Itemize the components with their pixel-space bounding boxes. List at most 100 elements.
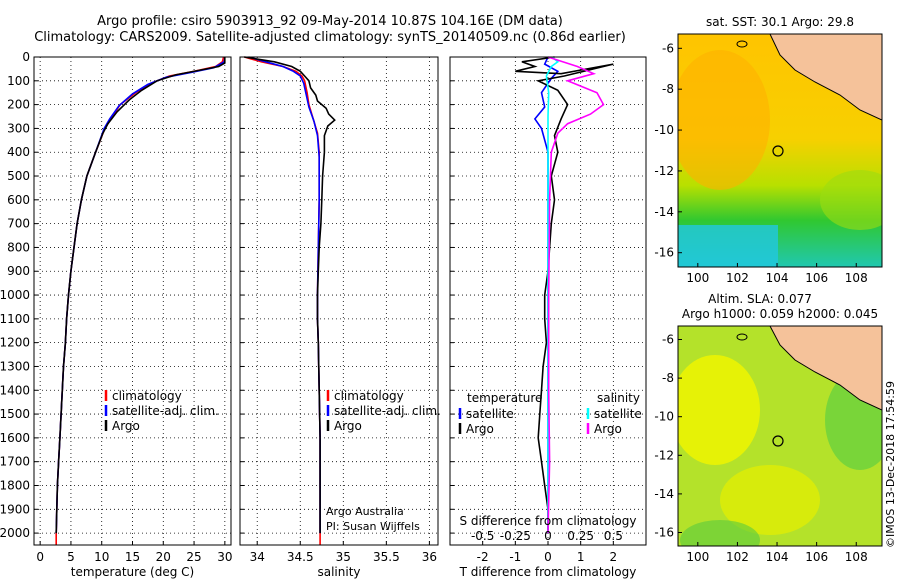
temperature-panel: 0100200300400500600700800900100011001200… xyxy=(0,50,232,579)
y-tick-label: 1700 xyxy=(0,455,30,469)
y-tick-label: 1300 xyxy=(0,359,30,373)
legend-label: satellite xyxy=(594,407,642,421)
y-tick-label: 1100 xyxy=(0,312,30,326)
map-y-tick-label: -10 xyxy=(654,123,674,137)
plot-frame xyxy=(239,56,439,546)
x-tick-label: 0 xyxy=(36,550,44,564)
y-tick-label: 2000 xyxy=(0,526,30,540)
series-line-argo xyxy=(515,56,614,534)
x-tick-label: 5 xyxy=(67,550,75,564)
x-axis-label: salinity xyxy=(317,565,360,579)
map-x-tick-label: 102 xyxy=(726,550,749,564)
figure-title-line2: Climatology: CARS2009. Satellite-adjuste… xyxy=(34,30,626,45)
s-difference-tick-label: -0.25 xyxy=(500,529,531,543)
y-tick-label: 0 xyxy=(22,50,30,64)
legend-label: climatology xyxy=(112,389,182,403)
sst-coast xyxy=(769,34,882,121)
x-tick-label: -2 xyxy=(477,550,489,564)
legend-salinity-title: salinity xyxy=(597,391,640,405)
y-tick-label: 800 xyxy=(7,240,30,254)
legend-label: Argo xyxy=(466,422,494,436)
y-tick-label: 1900 xyxy=(0,502,30,516)
x-tick-label: 36 xyxy=(422,550,437,564)
legend-temperature-title: temperature xyxy=(467,391,542,405)
plot-frame xyxy=(449,56,647,546)
map-x-tick-label: 102 xyxy=(726,271,749,285)
x-tick-label: 10 xyxy=(94,550,109,564)
y-tick-label: 500 xyxy=(7,169,30,183)
sst-island xyxy=(736,40,748,48)
map-y-tick-label: -14 xyxy=(654,487,674,501)
legend-label: satellite xyxy=(466,407,514,421)
map-y-tick-label: -16 xyxy=(654,246,674,260)
sla-map: Altim. SLA: 0.077 Argo h1000: 0.059 h200… xyxy=(654,292,883,564)
map-y-tick-label: -14 xyxy=(654,205,674,219)
x-tick-label: 0 xyxy=(544,550,552,564)
map-y-tick-label: -16 xyxy=(654,525,674,539)
sla-map-frame xyxy=(677,325,883,547)
y-tick-label: 1000 xyxy=(0,288,30,302)
y-tick-label: 1500 xyxy=(0,407,30,421)
y-tick-label: 900 xyxy=(7,264,30,278)
sst-map-ticks: 100 102 104 106 108 -6 -8 -10 -12 -14 -16 xyxy=(654,41,867,285)
x-tick-label: 2 xyxy=(610,550,618,564)
y-tick-label: 1600 xyxy=(0,431,30,445)
credit-line2: PI: Susan Wijffels xyxy=(326,520,420,533)
plot-frame xyxy=(33,56,232,546)
legend-label: Argo xyxy=(112,419,140,433)
sla-low-2 xyxy=(680,520,760,546)
s-difference-tick-label: 0.25 xyxy=(567,529,594,543)
map-x-tick-label: 106 xyxy=(805,550,828,564)
x-tick-label: 35 xyxy=(336,550,351,564)
sst-map: sat. SST: 30.1 Argo: 29.8 100 102 104 106 10… xyxy=(654,15,883,285)
map-y-tick-label: -12 xyxy=(654,164,674,178)
y-tick-label: 200 xyxy=(7,98,30,112)
x-tick-label: 35.5 xyxy=(373,550,400,564)
map-x-tick-label: 100 xyxy=(686,271,709,285)
series-line-satellite-adj-clim- xyxy=(55,56,226,534)
salinity-panel: 34 34.5 35 35.5 36 salinity climatologysatelli… xyxy=(239,56,441,579)
map-y-tick-label: -10 xyxy=(654,410,674,424)
s-difference-tick-label: -0.5 xyxy=(471,529,494,543)
sla-map-title-line2: Argo h1000: 0.059 h2000: 0.045 xyxy=(682,307,878,321)
map-x-tick-label: 100 xyxy=(686,550,709,564)
legend-label: satellite-adj. clim. xyxy=(334,404,441,418)
sst-warm-patch xyxy=(678,50,770,190)
legend-label: climatology xyxy=(334,389,404,403)
y-tick-label: 600 xyxy=(7,193,30,207)
y-tick-label: 300 xyxy=(7,121,30,135)
y-tick-label: 1200 xyxy=(0,336,30,350)
series-line-argo xyxy=(55,57,226,534)
legend-label: Argo xyxy=(334,419,362,433)
side-stamp: ©IMOS 13-Dec-2018 17:54:59 xyxy=(884,381,897,548)
sla-profile-marker xyxy=(772,435,784,447)
sla-map-ticks: 100 102 104 106 108 -6 -8 -10 -12 -14 -16 xyxy=(654,333,867,564)
y-tick-label: 700 xyxy=(7,217,30,231)
credit-line1: Argo Australia xyxy=(326,505,404,518)
sla-high-2 xyxy=(720,465,820,535)
sst-cyan-patch xyxy=(678,225,778,267)
x-tick-label: 34 xyxy=(250,550,265,564)
y-tick-label: 100 xyxy=(7,74,30,88)
x-tick-label: 20 xyxy=(156,550,171,564)
legend-label: Argo xyxy=(594,422,622,436)
s-difference-tick-label: 0.5 xyxy=(604,529,623,543)
series-line-climatology xyxy=(55,56,225,545)
x-tick-label: 1 xyxy=(577,550,585,564)
series-line-climatology xyxy=(244,56,321,545)
sla-land xyxy=(770,326,882,410)
series-line-argo xyxy=(547,56,605,534)
y-tick-label: 1400 xyxy=(0,383,30,397)
x-tick-label: 34.5 xyxy=(287,550,314,564)
legend-label: satellite-adj. clim. xyxy=(112,404,219,418)
map-x-tick-label: 104 xyxy=(766,550,789,564)
map-y-tick-label: -8 xyxy=(662,371,674,385)
x-axis-label: temperature (deg C) xyxy=(71,565,194,579)
figure-title-line1: Argo profile: csiro 5903913_92 09-May-20… xyxy=(97,14,563,29)
series-line-satellite xyxy=(545,56,560,534)
map-y-tick-label: -8 xyxy=(662,82,674,96)
series-line-argo xyxy=(244,56,336,534)
sla-map-title-line1: Altim. SLA: 0.077 xyxy=(708,292,812,306)
sla-coast xyxy=(769,326,882,411)
